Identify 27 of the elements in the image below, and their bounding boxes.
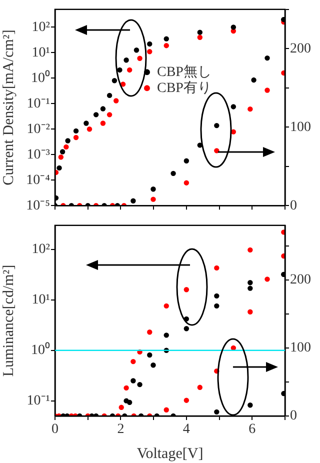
y2-tick-label: 0	[290, 408, 297, 424]
y2-tick-label: 200	[290, 272, 311, 288]
y-tick-label: 10⁰	[31, 70, 50, 86]
legend-label: CBP有り	[157, 80, 212, 96]
y2-tick-label: 100	[290, 340, 311, 356]
x-tick-label: 0	[52, 422, 58, 438]
y2-tick-label: 200	[290, 41, 311, 56]
y-tick-label: 10⁻¹	[26, 393, 50, 408]
y2-tick-label: 0	[290, 198, 297, 214]
legend-label: CBP無し	[157, 64, 212, 80]
y-tick-label: 10²	[32, 20, 50, 35]
x-axis-title: Voltage[V]	[136, 446, 204, 462]
y-axis-title: Current Density[mA/cm²]	[0, 30, 17, 186]
y2-tick-label: 100	[290, 120, 311, 135]
y-tick-label: 10¹	[32, 45, 50, 60]
y-tick-label: 10⁻¹	[26, 96, 50, 112]
x-tick-label: 4	[182, 422, 190, 438]
x-tick-label: 6	[248, 422, 256, 438]
x-tick-label: 2	[117, 422, 124, 438]
y-tick-label: 10⁻⁴	[26, 172, 50, 188]
y-axis-title: Luminance[cd/m²]	[0, 264, 17, 377]
y-tick-label: 10⁻²	[26, 122, 50, 137]
y-tick-label: 10¹	[32, 292, 50, 308]
y-tick-label: 10²	[32, 242, 50, 258]
y-tick-label: 10⁻³	[26, 147, 50, 162]
y-tick-label: 10⁻⁵	[26, 198, 50, 214]
y-tick-label: 10⁰	[31, 342, 50, 358]
